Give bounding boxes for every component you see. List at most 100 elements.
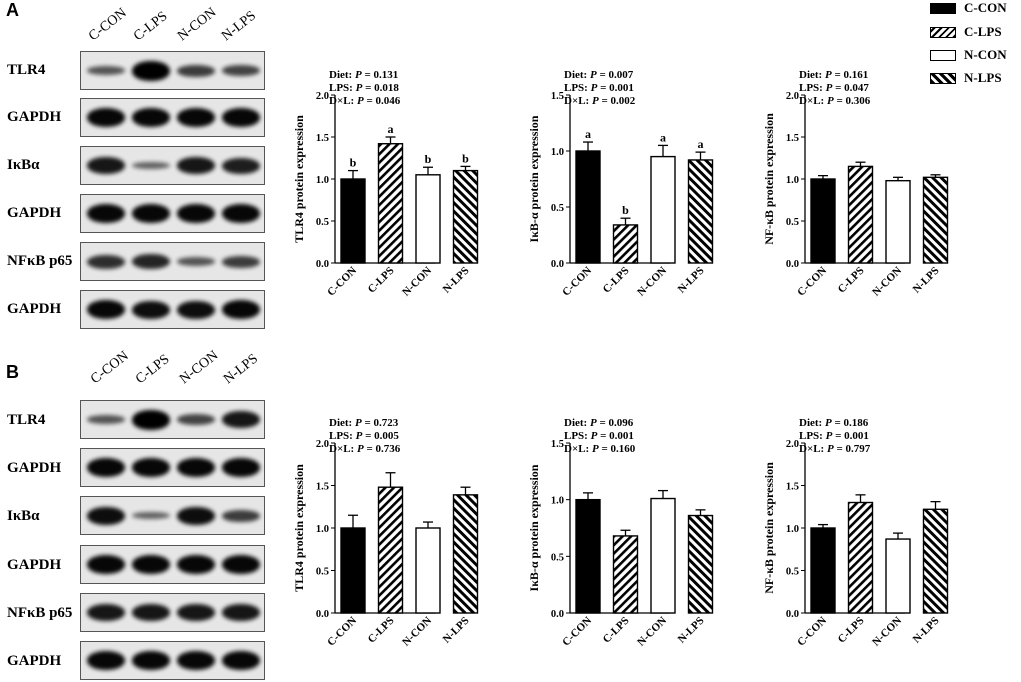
blot-band xyxy=(177,204,215,223)
y-axis-label: NF-κB protein expression xyxy=(762,462,776,594)
blot-band xyxy=(177,604,215,621)
blot-band xyxy=(222,651,260,670)
x-tick-label: N-CON xyxy=(635,615,669,649)
blot-label: IκBα xyxy=(7,157,40,173)
bar xyxy=(415,527,441,614)
blot-band xyxy=(222,65,260,76)
blot-label: TLR4 xyxy=(7,412,46,428)
blot-label: GAPDH xyxy=(7,205,62,221)
p-value: = 0.161 xyxy=(832,69,869,81)
stat-label: LPS: xyxy=(329,82,356,94)
x-tick-label: C-LPS xyxy=(366,265,397,296)
y-tick-label: 0.5 xyxy=(551,552,564,563)
bar xyxy=(575,498,601,614)
y-tick-label: 0.0 xyxy=(786,609,799,620)
blot-label: NFκB p65 xyxy=(7,253,73,269)
x-tick-label: N-LPS xyxy=(911,265,942,296)
significance-letter: a xyxy=(388,122,394,136)
blot-band xyxy=(222,555,260,574)
x-tick-label: N-LPS xyxy=(441,265,472,296)
legend-item: C-LPS xyxy=(930,24,1020,40)
x-tick-label: C-LPS xyxy=(601,615,632,646)
blot-band xyxy=(222,604,260,621)
blot-band xyxy=(132,254,170,269)
y-tick-label: 1.0 xyxy=(786,524,799,535)
p-symbol: P xyxy=(590,69,597,81)
p-symbol: P xyxy=(357,95,364,107)
p-symbol: P xyxy=(591,430,598,442)
legend-label: C-CON xyxy=(964,0,1007,15)
legend-swatch-solid xyxy=(930,3,956,14)
stat-line: LPS: P = 0.018 xyxy=(329,82,399,94)
x-tick-label: N-LPS xyxy=(676,615,707,646)
blot-label: GAPDH xyxy=(7,557,62,573)
x-tick-label: N-LPS xyxy=(911,615,942,646)
y-tick-label: 0.0 xyxy=(551,259,564,270)
bar xyxy=(612,224,639,264)
p-value: = 0.306 xyxy=(834,95,871,107)
y-tick-label: 0.0 xyxy=(786,259,799,270)
x-tick-label: C-CON xyxy=(795,265,829,299)
blot-band xyxy=(177,414,215,425)
panel-b-letter: B xyxy=(6,362,19,382)
x-tick-label: N-LPS xyxy=(441,615,472,646)
stat-label: Diet: xyxy=(799,417,825,429)
stat-label: D×L: xyxy=(329,443,357,455)
blot-band xyxy=(177,651,215,670)
stat-line: LPS: P = 0.047 xyxy=(799,82,869,94)
y-tick-label: 1.5 xyxy=(316,133,329,144)
stat-line: D×L: P = 0.002 xyxy=(564,95,636,107)
p-value: = 0.001 xyxy=(832,430,869,442)
bar xyxy=(340,178,366,264)
x-tick-label: C-CON xyxy=(560,615,594,649)
blot-label: GAPDH xyxy=(7,109,62,125)
western-blot-gapdh xyxy=(80,98,265,137)
blot-label: IκBα xyxy=(7,508,40,524)
blot-band xyxy=(177,555,215,574)
y-axis-label: TLR4 protein expression xyxy=(292,464,306,592)
y-axis-label: IκB-α protein expression xyxy=(527,115,541,242)
p-symbol: P xyxy=(357,443,364,455)
chart-legend: C-CON C-LPS N-CON N-LPS xyxy=(930,0,1020,100)
stat-label: Diet: xyxy=(329,69,355,81)
blot-band xyxy=(222,255,260,268)
p-symbol: P xyxy=(592,95,599,107)
bar xyxy=(340,527,366,614)
p-value: = 0.723 xyxy=(362,417,399,429)
stat-label: D×L: xyxy=(329,95,357,107)
blot-lane-label: C-LPS xyxy=(133,351,173,388)
bar xyxy=(377,143,404,264)
blot-band xyxy=(132,162,170,169)
blot-band xyxy=(177,257,215,266)
blot-band xyxy=(222,300,260,319)
blot-band xyxy=(132,300,170,319)
p-symbol: P xyxy=(356,82,363,94)
stat-label: Diet: xyxy=(564,417,590,429)
blot-lane-label: N-CON xyxy=(175,5,220,45)
stat-line: Diet: P = 0.096 xyxy=(564,417,634,429)
p-value: = 0.007 xyxy=(597,69,634,81)
y-tick-label: 2.0 xyxy=(316,91,329,102)
legend-item: C-CON xyxy=(930,0,1020,16)
blot-band xyxy=(132,458,170,477)
blot-band xyxy=(87,604,125,621)
p-value: = 0.018 xyxy=(362,82,399,94)
bar xyxy=(612,535,639,614)
blot-band xyxy=(177,506,215,525)
bar xyxy=(452,494,479,614)
blot-lane-label: N-LPS xyxy=(221,351,262,388)
x-tick-label: N-CON xyxy=(635,265,669,299)
stat-line: D×L: P = 0.306 xyxy=(799,95,871,107)
stat-line: D×L: P = 0.160 xyxy=(564,443,636,455)
legend-swatch-hatch xyxy=(930,73,956,84)
significance-letter: b xyxy=(622,203,629,217)
p-value: = 0.160 xyxy=(599,443,636,455)
p-value: = 0.797 xyxy=(834,443,871,455)
y-tick-label: 0.0 xyxy=(316,259,329,270)
western-blot-gapdh xyxy=(80,290,265,329)
x-tick-label: N-CON xyxy=(400,265,434,299)
bar xyxy=(922,176,949,264)
stat-line: Diet: P = 0.131 xyxy=(329,69,398,81)
y-tick-label: 0.0 xyxy=(316,609,329,620)
